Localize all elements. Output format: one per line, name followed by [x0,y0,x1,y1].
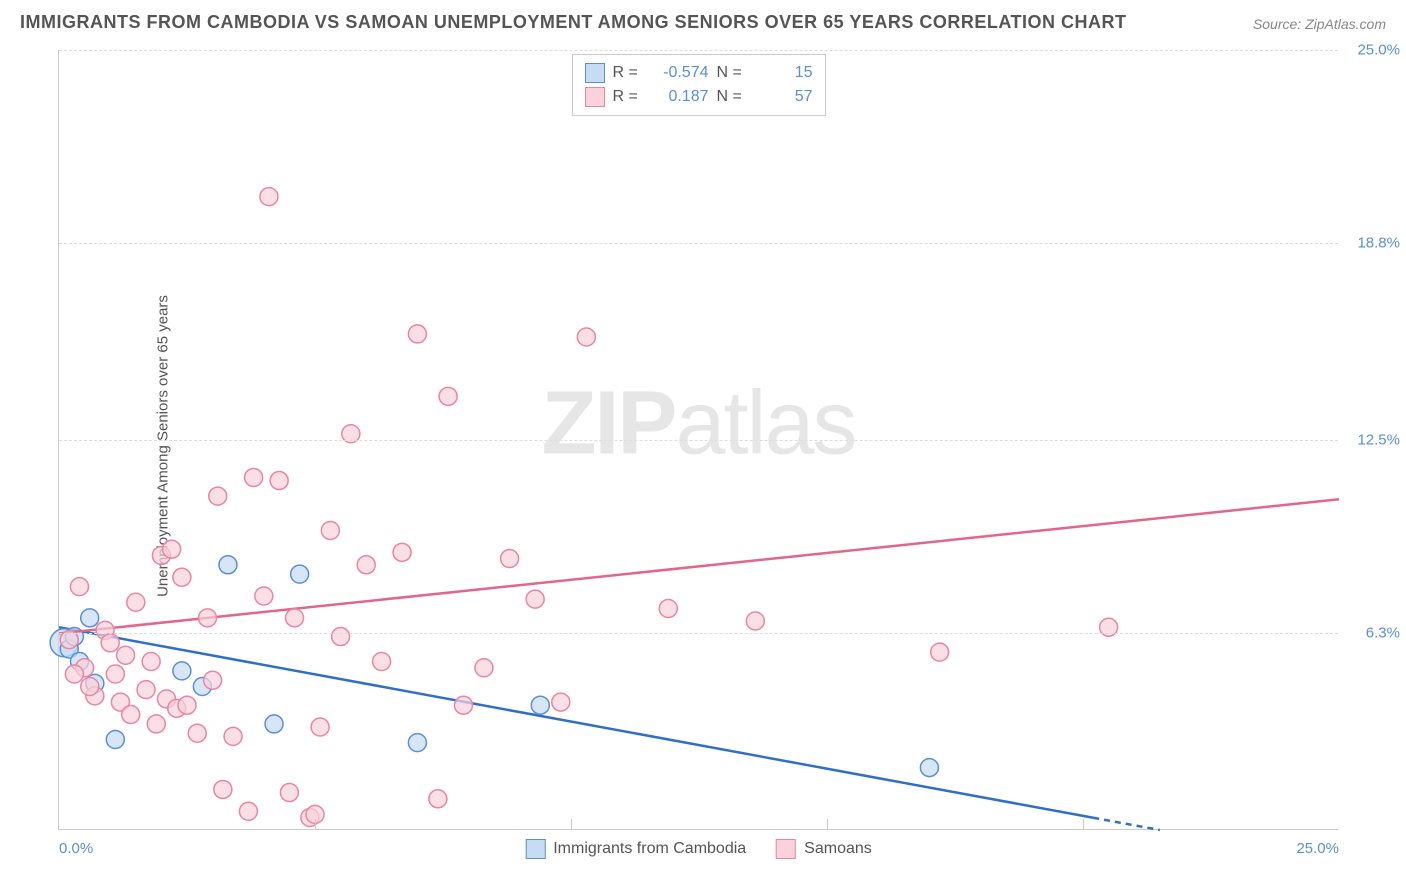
legend-r-value: 0.187 [649,85,709,109]
legend-swatch [525,839,545,859]
trend-line [59,499,1339,633]
data-point [265,715,283,733]
data-point [270,472,288,490]
chart-title: IMMIGRANTS FROM CAMBODIA VS SAMOAN UNEMP… [20,12,1127,33]
data-point [214,780,232,798]
data-point [373,653,391,671]
data-point [147,715,165,733]
correlation-chart: IMMIGRANTS FROM CAMBODIA VS SAMOAN UNEMP… [0,0,1406,892]
data-point [531,696,549,714]
data-point [173,568,191,586]
stats-legend: R = -0.574 N = 15 R = 0.187 N = 57 [572,54,826,116]
data-point [137,681,155,699]
data-point [659,599,677,617]
source-label: Source: ZipAtlas.com [1253,16,1386,32]
series-legend-item: Immigrants from Cambodia [525,839,746,859]
y-tick-label: 18.8% [1345,235,1400,252]
data-point [163,540,181,558]
legend-swatch [776,839,796,859]
data-point [321,521,339,539]
data-point [577,328,595,346]
data-point [224,727,242,745]
data-point [526,590,544,608]
data-point [122,706,140,724]
data-point [746,612,764,630]
data-point [70,578,88,596]
data-point [552,693,570,711]
series-legend: Immigrants from Cambodia Samoans [525,839,872,859]
series-legend-item: Samoans [776,839,872,859]
data-point [920,759,938,777]
data-point [245,468,263,486]
plot-area: ZIPatlas R = -0.574 N = 15 R = 0.187 N =… [58,50,1338,830]
data-point [429,790,447,808]
data-point [311,718,329,736]
legend-n-label: N = [717,85,745,109]
data-point [81,677,99,695]
legend-label: Immigrants from Cambodia [553,840,746,858]
legend-r-label: R = [613,85,641,109]
x-tick-label: 0.0% [59,840,93,857]
legend-n-value: 15 [753,61,813,85]
legend-label: Samoans [804,840,872,858]
x-tick-label: 25.0% [1296,840,1339,857]
x-tick-mark [315,819,316,829]
data-point [127,593,145,611]
y-tick-label: 6.3% [1345,625,1400,642]
legend-r-value: -0.574 [649,61,709,85]
data-point [101,634,119,652]
data-point [280,784,298,802]
data-point [475,659,493,677]
data-point [219,556,237,574]
data-point [106,665,124,683]
data-point [454,696,472,714]
x-tick-mark [571,819,572,829]
x-tick-mark [1083,819,1084,829]
data-point [255,587,273,605]
stats-legend-row: R = 0.187 N = 57 [585,85,813,109]
data-point [239,802,257,820]
data-point [106,731,124,749]
data-point [439,387,457,405]
data-point [173,662,191,680]
data-point [198,609,216,627]
legend-r-label: R = [613,61,641,85]
gridline [59,633,1338,634]
data-point [81,609,99,627]
data-point [357,556,375,574]
data-point [501,550,519,568]
stats-legend-row: R = -0.574 N = 15 [585,61,813,85]
data-point [332,628,350,646]
data-point [408,734,426,752]
x-tick-mark [827,819,828,829]
data-point [204,671,222,689]
legend-swatch [585,87,605,107]
legend-n-label: N = [717,61,745,85]
data-point [117,646,135,664]
data-point [408,325,426,343]
data-point [260,188,278,206]
trend-line-dashed [1093,818,1160,830]
data-point [393,543,411,561]
legend-swatch [585,63,605,83]
data-point [286,609,304,627]
data-point [65,665,83,683]
gridline [59,243,1338,244]
y-tick-label: 25.0% [1345,42,1400,59]
data-point [931,643,949,661]
legend-n-value: 57 [753,85,813,109]
data-point [209,487,227,505]
y-tick-label: 12.5% [1345,432,1400,449]
data-point [178,696,196,714]
gridline [59,440,1338,441]
data-point [291,565,309,583]
gridline [59,50,1338,51]
data-point [188,724,206,742]
data-point [142,653,160,671]
